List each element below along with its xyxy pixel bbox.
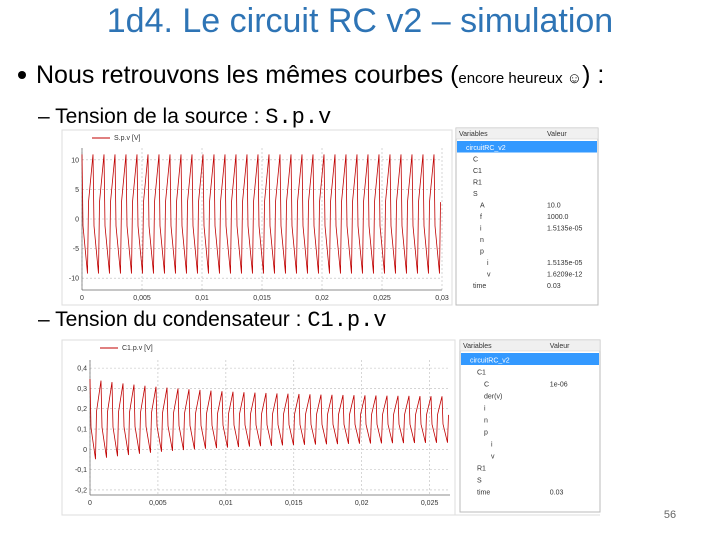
x-tick-label: 0,02 bbox=[315, 295, 329, 302]
panel-header bbox=[455, 127, 599, 140]
variable-name: S bbox=[473, 191, 478, 198]
sub-item-code: C1.p.v bbox=[307, 308, 386, 333]
variable-name: circuitRC_v2 bbox=[470, 358, 510, 365]
y-tick-label: 0 bbox=[75, 217, 79, 224]
waveform-trace bbox=[81, 154, 441, 274]
variable-name: time bbox=[473, 283, 486, 290]
y-tick-label: -0,1 bbox=[75, 467, 87, 474]
panel-header-label: Valeur bbox=[547, 131, 567, 138]
y-tick-label: 0 bbox=[83, 447, 87, 454]
x-tick-label: 0,005 bbox=[133, 295, 151, 302]
variable-name: v bbox=[487, 272, 491, 279]
variable-name: R1 bbox=[477, 466, 486, 473]
panel-header-label: Variables bbox=[459, 131, 488, 138]
variable-name: R1 bbox=[473, 180, 482, 187]
x-tick-label: 0,025 bbox=[373, 295, 391, 302]
sub-item-text: – Tension du condensateur : bbox=[38, 308, 307, 331]
bullet-main: Nous retrouvons les mêmes courbes ( bbox=[36, 61, 459, 89]
slide-title: 1d4. Le circuit RC v2 – simulation bbox=[107, 2, 613, 40]
selected-row bbox=[457, 141, 597, 153]
variable-name: p bbox=[480, 249, 484, 256]
bullet-text: Nous retrouvons les mêmes courbes (encor… bbox=[36, 61, 604, 89]
selected-row bbox=[461, 353, 599, 365]
variable-name: C1 bbox=[473, 168, 482, 175]
x-tick-label: 0,005 bbox=[149, 500, 167, 507]
legend-label: S.p.v [V] bbox=[114, 135, 141, 142]
variable-name: der(v) bbox=[484, 394, 502, 401]
variable-value: 1000.0 bbox=[547, 214, 569, 221]
panel-header-label: Valeur bbox=[550, 343, 570, 350]
sub-item-code: S.p.v bbox=[265, 105, 331, 130]
y-tick-label: -0,2 bbox=[75, 487, 87, 494]
bullet-end: ) : bbox=[582, 61, 604, 89]
variable-name: C1 bbox=[477, 370, 486, 377]
y-tick-label: 0,1 bbox=[77, 427, 87, 434]
y-tick-label: -5 bbox=[73, 246, 79, 253]
x-tick-label: 0,01 bbox=[219, 500, 233, 507]
variable-value: 0.03 bbox=[550, 490, 564, 497]
x-tick-label: 0,01 bbox=[195, 295, 209, 302]
variable-name: i bbox=[491, 442, 493, 449]
page-number: 56 bbox=[664, 509, 676, 521]
sub-item: – Tension du condensateur : C1.p.v bbox=[38, 308, 387, 333]
variable-value: 1.6209e-12 bbox=[547, 272, 583, 279]
y-tick-label: 0,4 bbox=[77, 366, 87, 373]
variable-name: n bbox=[484, 418, 488, 425]
plot-frame bbox=[61, 339, 456, 516]
variable-name: p bbox=[484, 430, 488, 437]
y-tick-label: -10 bbox=[69, 276, 79, 283]
variable-name: circuitRC_v2 bbox=[466, 145, 506, 152]
variable-name: S bbox=[477, 478, 482, 485]
panel-frame bbox=[459, 339, 601, 513]
x-tick-label: 0,03 bbox=[435, 295, 449, 302]
x-tick-label: 0,015 bbox=[253, 295, 271, 302]
sub-item-text: – Tension de la source : bbox=[38, 105, 265, 128]
x-tick-label: 0,015 bbox=[285, 500, 303, 507]
y-tick-label: 5 bbox=[75, 187, 79, 194]
variable-name: i bbox=[480, 226, 482, 233]
y-tick-label: 0,2 bbox=[77, 406, 87, 413]
variable-name: n bbox=[480, 237, 484, 244]
variable-value: 1e-06 bbox=[550, 382, 568, 389]
bullet-aside: encore heureux ☺ bbox=[458, 70, 582, 87]
variable-value: 0.03 bbox=[547, 283, 561, 290]
y-tick-label: 10 bbox=[71, 157, 79, 164]
variable-name: i bbox=[487, 260, 489, 267]
variable-name: A bbox=[480, 203, 485, 210]
y-tick-label: 0,3 bbox=[77, 386, 87, 393]
variable-value: 1.5135e-05 bbox=[547, 226, 583, 233]
variable-name: C bbox=[473, 157, 478, 164]
panel-header bbox=[459, 339, 601, 352]
plot-frame bbox=[61, 129, 453, 306]
variable-name: v bbox=[491, 454, 495, 461]
sub-item: – Tension de la source : S.p.v bbox=[38, 105, 331, 130]
x-tick-label: 0 bbox=[88, 500, 92, 507]
variable-name: C bbox=[484, 382, 489, 389]
x-tick-label: 0,025 bbox=[421, 500, 439, 507]
variable-name: time bbox=[477, 490, 490, 497]
panel-header-label: Variables bbox=[463, 343, 492, 350]
bullet-dot bbox=[18, 71, 26, 79]
legend-label: C1.p.v [V] bbox=[122, 345, 153, 352]
x-tick-label: 0 bbox=[80, 295, 84, 302]
variable-name: f bbox=[480, 214, 482, 221]
variable-value: 10.0 bbox=[547, 203, 561, 210]
x-tick-label: 0,02 bbox=[355, 500, 369, 507]
variable-value: 1.5135e-05 bbox=[547, 260, 583, 267]
waveform-trace bbox=[89, 378, 449, 460]
variable-name: i bbox=[484, 406, 486, 413]
